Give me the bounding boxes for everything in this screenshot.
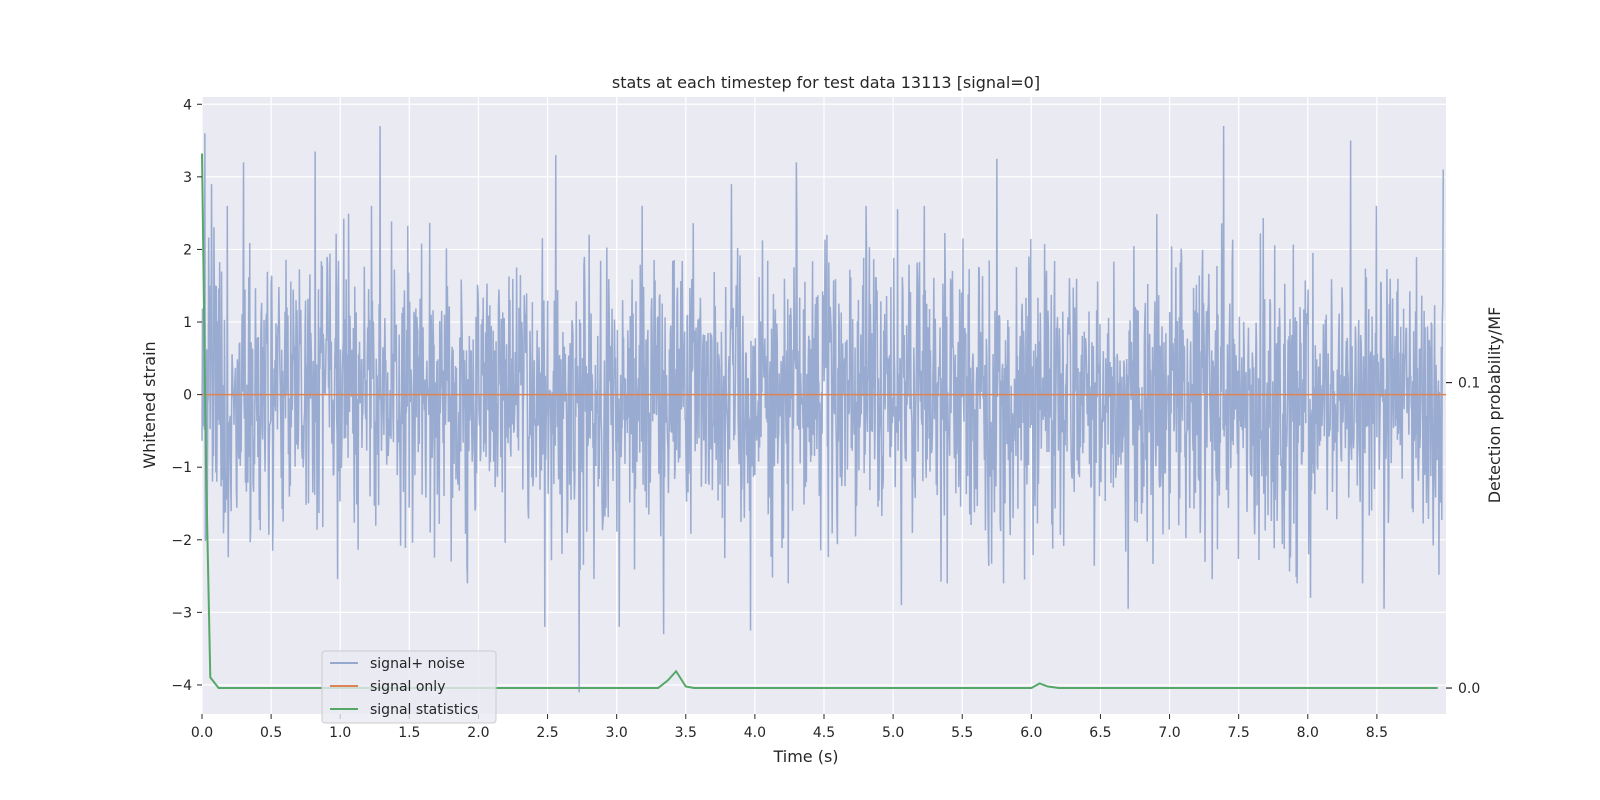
legend-entry-signal-statistics: signal statistics [370, 702, 478, 718]
y-tick-label: 4 [183, 97, 192, 113]
y2-tick-label: 0.0 [1458, 681, 1480, 697]
x-tick-label: 3.0 [606, 725, 628, 741]
x-tick-label: 5.0 [882, 725, 904, 741]
series-signal-plus-noise [201, 126, 1444, 693]
x-axis-label: Time (s) [772, 747, 838, 766]
y-tick-label: 1 [183, 315, 192, 331]
x-tick-label: 3.5 [675, 725, 697, 741]
y-axis-ticks: 4 3 2 1 0 −1 −2 −3 −4 [171, 97, 202, 694]
legend-entry-signal-only: signal only [370, 679, 445, 695]
y-tick-label: 0 [183, 388, 192, 404]
y-tick-label: 3 [183, 170, 192, 186]
y-tick-label: 2 [183, 242, 192, 258]
y-tick-label: −2 [171, 533, 192, 549]
x-tick-label: 7.5 [1228, 725, 1250, 741]
legend: signal+ noise signal only signal statist… [321, 650, 497, 724]
series-signal-statistics [201, 153, 1438, 690]
x-tick-label: 2.5 [536, 725, 558, 741]
x-tick-label: 8.0 [1297, 725, 1319, 741]
x-tick-label: 5.5 [951, 725, 973, 741]
x-tick-label: 6.0 [1020, 725, 1042, 741]
chart-title: stats at each timestep for test data 131… [612, 73, 1040, 92]
x-axis-ticks: 0.0 0.5 1.0 1.5 2.0 2.5 3.0 3.5 4.0 4.5 5.0 5.5 6.0 6… [191, 714, 1388, 741]
x-tick-label: 4.5 [813, 725, 835, 741]
y2-axis-label: Detection probability/MF [1485, 307, 1504, 504]
x-tick-label: 1.5 [398, 725, 420, 741]
x-tick-label: 2.0 [467, 725, 489, 741]
legend-box [321, 650, 497, 724]
y-tick-label: −3 [171, 605, 192, 621]
x-tick-label: 4.0 [744, 725, 766, 741]
y-tick-label: −1 [171, 460, 192, 476]
y2-tick-label: 0.1 [1458, 376, 1480, 392]
y2-axis-ticks: 0.1 0.0 [1446, 376, 1480, 697]
y-axis-label: Whitened strain [140, 341, 159, 468]
line-signal-plus-noise [201, 126, 1444, 693]
x-tick-label: 1.0 [329, 725, 351, 741]
legend-entry-signal-plus-noise: signal+ noise [370, 656, 465, 672]
x-tick-label: 6.5 [1089, 725, 1111, 741]
x-tick-label: 7.0 [1158, 725, 1180, 741]
line-signal-statistics [201, 153, 1438, 690]
y-tick-label: −4 [171, 678, 192, 694]
x-tick-label: 0.0 [191, 725, 213, 741]
x-tick-label: 8.5 [1366, 725, 1388, 741]
x-tick-label: 0.5 [260, 725, 282, 741]
